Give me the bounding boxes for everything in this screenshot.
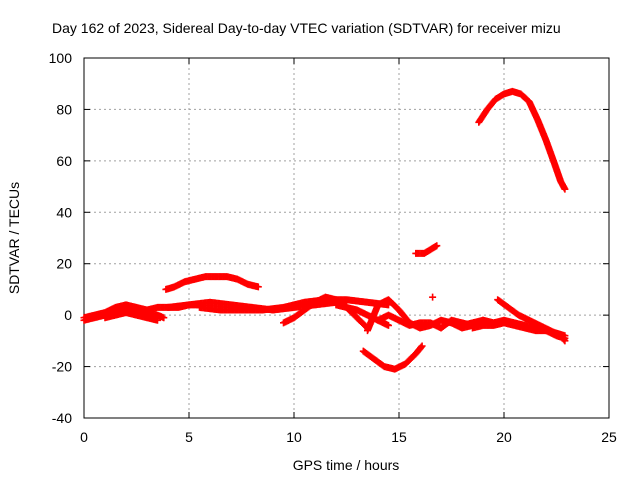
y-tick-label: -40 [52, 410, 72, 426]
x-tick-label: 10 [286, 429, 302, 445]
data-point [433, 242, 441, 250]
series-arc-m [429, 293, 437, 301]
y-tick-label: 0 [64, 307, 72, 323]
x-tick-label: 5 [185, 429, 193, 445]
x-tick-label: 25 [601, 429, 617, 445]
data-point [429, 293, 437, 301]
data-point [254, 283, 262, 291]
series-arc-q [469, 319, 569, 342]
data-point [561, 185, 569, 193]
series-arc-k [359, 342, 426, 373]
y-tick-label: 20 [56, 256, 72, 272]
x-tick-label: 20 [496, 429, 512, 445]
y-tick-label: 80 [56, 101, 72, 117]
data-series [80, 87, 569, 373]
data-point [385, 321, 392, 329]
data-point [154, 316, 161, 324]
chart-title: Day 162 of 2023, Sidereal Day-to-day VTE… [52, 20, 561, 36]
data-point [418, 342, 426, 350]
y-tick-label: 60 [56, 153, 72, 169]
axis-ticks: 0 5 10 15 20 25 -40 -20 0 20 40 60 80 100 [49, 50, 617, 445]
series-arc-n [475, 87, 569, 193]
x-tick-label: 15 [391, 429, 407, 445]
grid [84, 58, 609, 418]
y-axis-label: SDTVAR / TECUs [6, 182, 22, 294]
series-arc-l [412, 242, 441, 257]
data-point [561, 334, 569, 342]
series-arc-c [101, 309, 161, 324]
y-tick-label: -20 [52, 359, 72, 375]
y-tick-label: 100 [49, 50, 73, 66]
y-tick-label: 40 [56, 204, 72, 220]
plot-frame [83, 57, 610, 419]
series-arc-f [162, 273, 262, 293]
data-point [160, 314, 168, 322]
x-tick-label: 0 [80, 429, 88, 445]
x-axis-label: GPS time / hours [293, 457, 400, 473]
